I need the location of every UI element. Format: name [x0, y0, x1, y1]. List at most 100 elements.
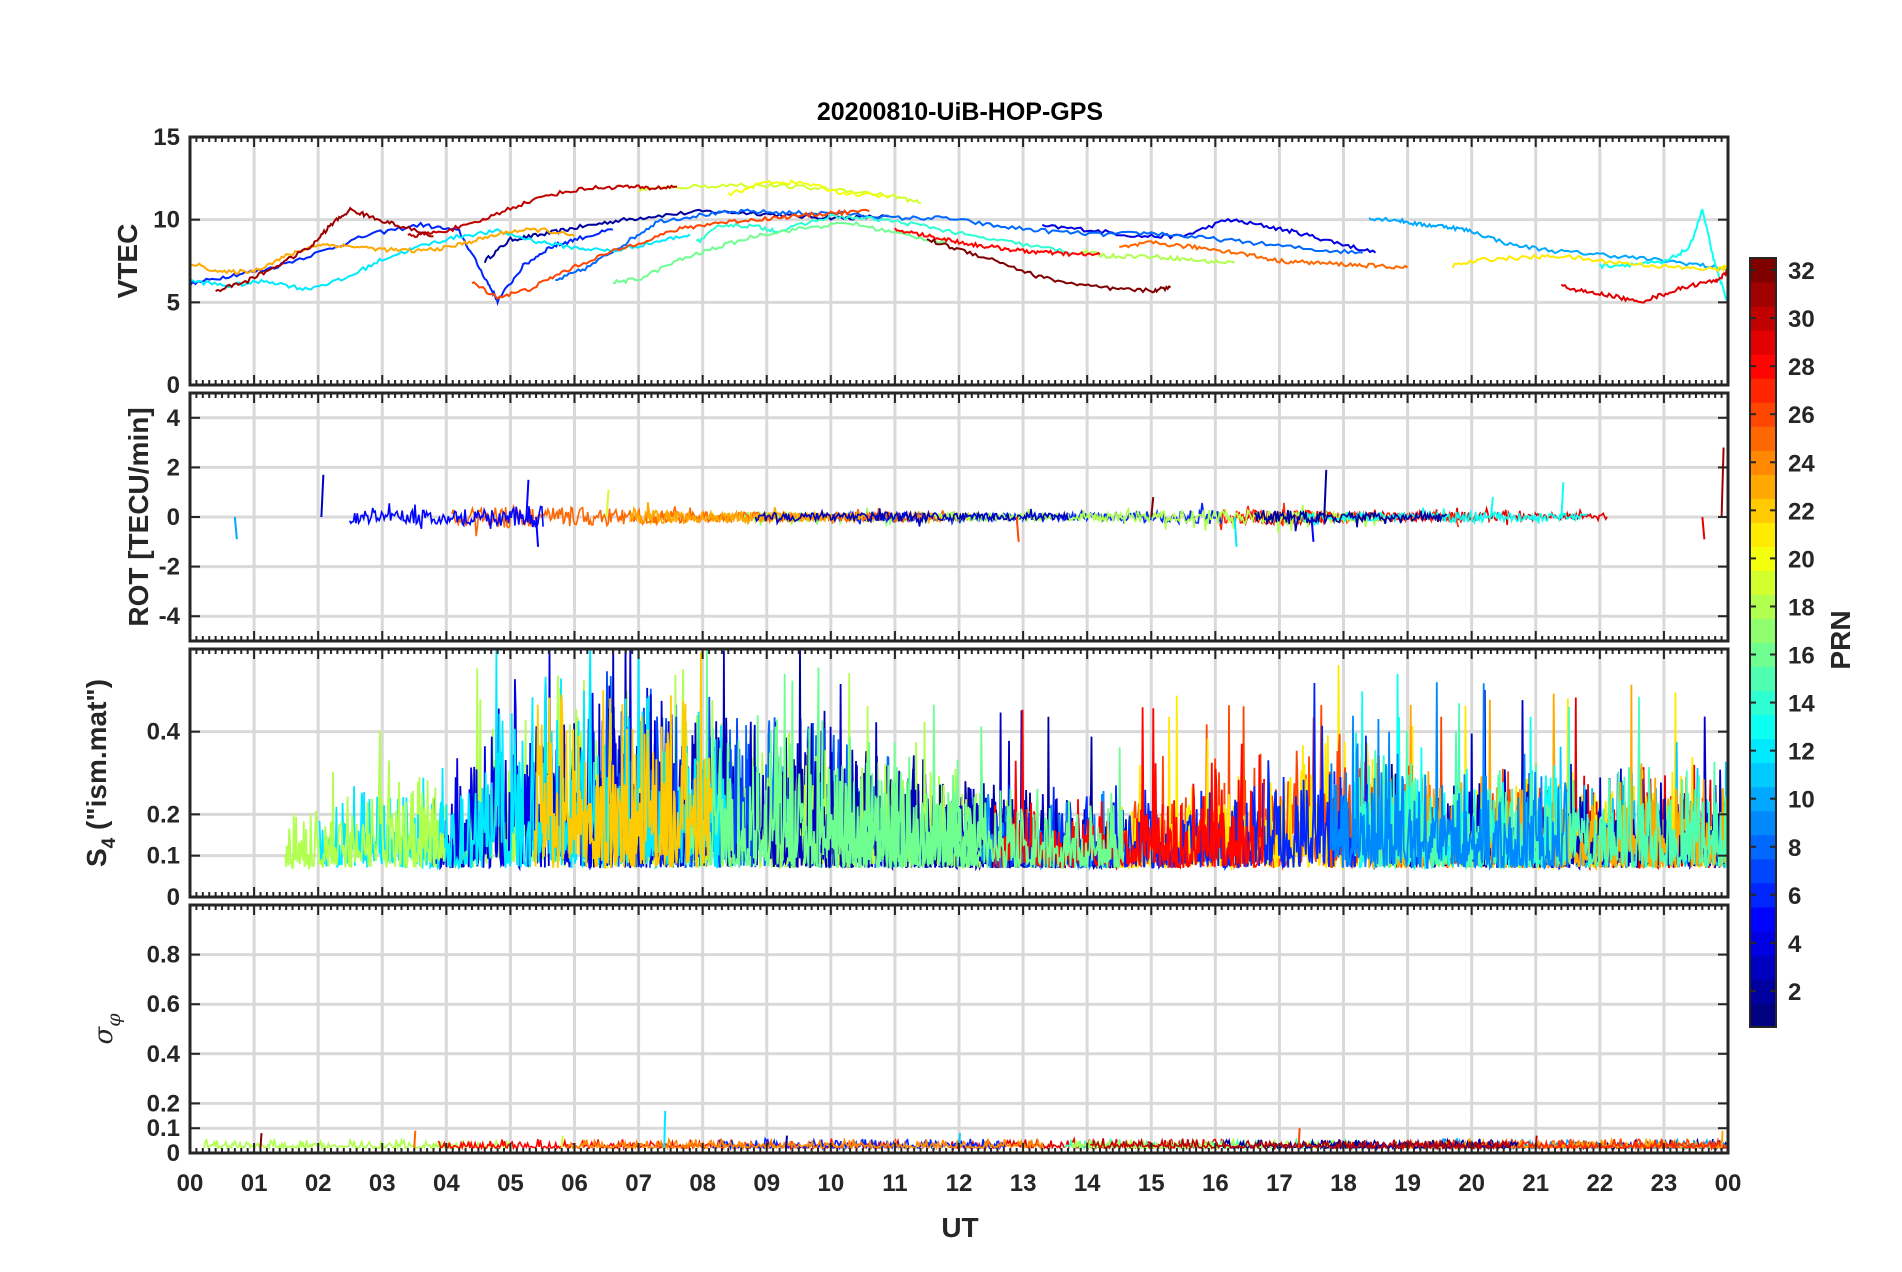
vtec-series-prn-8 [555, 208, 1363, 282]
rot-spike [1489, 497, 1494, 518]
ylabel-s4-rest: ("ism.mat") [81, 679, 112, 838]
colorbar-step [1750, 666, 1776, 692]
x-tick-label: 00 [1715, 1170, 1742, 1197]
ylabel-s4-sub: 4 [99, 837, 120, 848]
series-group [203, 1110, 1728, 1152]
rot-spike [1015, 516, 1020, 542]
x-tick-label: 05 [497, 1170, 524, 1197]
vtec-series-prn-2 [483, 208, 889, 264]
ylabel-s4: S4 ("ism.mat") [81, 679, 120, 867]
y-tick-label: 10 [153, 207, 180, 234]
y-tick-label: 0.6 [147, 991, 180, 1018]
vtec-series-prn-31 [215, 206, 434, 293]
vtec-series-prn-16 [612, 221, 947, 285]
s4-series [980, 790, 1112, 871]
panel-rot: -4 -2 0 2 4 [159, 391, 1730, 643]
rot-series [629, 505, 865, 526]
x-tick-label: 12 [946, 1170, 973, 1197]
vtec-series-prn-28 [894, 227, 1101, 258]
series-group [190, 179, 1728, 307]
x-tick-label: 14 [1074, 1170, 1101, 1197]
vtec-series-prn-10 [1368, 216, 1728, 271]
ylabel-phi-sub: φ [103, 1013, 125, 1027]
ylabel-vtec: VTEC [112, 224, 143, 299]
colorbar-tick-label: 28 [1788, 354, 1815, 381]
rot-spike [605, 489, 610, 518]
y-tick-label: 0.2 [147, 801, 180, 828]
panels-layer: 051015-4-202400.10.20.400.10.20.40.60.80… [147, 124, 1742, 1197]
rot-spike [1323, 469, 1328, 518]
x-tick-label: 19 [1394, 1170, 1421, 1197]
x-tick-label: 22 [1586, 1170, 1613, 1197]
vtec-series-prn-32 [926, 238, 1172, 294]
s4-series [1368, 684, 1728, 872]
vtec-series-prn-23 [190, 227, 576, 275]
sigma-spike [1720, 1130, 1724, 1149]
colorbar-step [1750, 954, 1776, 980]
colorbar-step [1750, 714, 1776, 740]
rot-spike [1560, 482, 1565, 518]
colorbar-step [1750, 810, 1776, 836]
y-tick-label: 0 [167, 884, 180, 911]
colorbar-tick-label: 32 [1788, 258, 1815, 285]
vtec-series-prn-19 [638, 182, 921, 205]
sigma-spike [784, 1135, 788, 1149]
rot-series [1254, 509, 1447, 532]
colorbar-tick-label: 20 [1788, 546, 1815, 573]
y-tick-label: 0 [167, 1140, 180, 1167]
panel-sigma_phi: 00.10.2 0.4 0.6 0.8 [147, 903, 1730, 1167]
y-tick-label: -4 [159, 603, 181, 630]
y-tick-label: 0.4 [147, 719, 181, 746]
s4-series [533, 651, 713, 869]
colorbar-tick-label: 14 [1788, 691, 1815, 718]
x-tick-label: 04 [433, 1170, 460, 1197]
y-tick-label: 0.8 [147, 942, 180, 969]
colorbar-tick-label: 6 [1788, 883, 1801, 910]
y-tick-label: 15 [153, 124, 180, 151]
x-tick-label: 20 [1458, 1170, 1485, 1197]
vtec-series-prn-18 [1080, 248, 1235, 265]
rot-spike [535, 516, 540, 547]
colorbar-tick-label: 12 [1788, 739, 1815, 766]
sigma-spike [1297, 1128, 1301, 1149]
colorbar-step [1750, 426, 1776, 451]
sigma-spike [413, 1130, 417, 1149]
vtec-series-prn-26 [471, 208, 870, 301]
rot-spike [1233, 516, 1238, 547]
x-tick-label: 17 [1266, 1170, 1293, 1197]
colorbar-tick-label: 10 [1788, 787, 1815, 814]
colorbar-tick-label: 26 [1788, 402, 1815, 429]
x-tick-label: 13 [1010, 1170, 1037, 1197]
sigma-series [1089, 1137, 1511, 1152]
rot-series [348, 503, 544, 529]
rot-spike [1720, 447, 1725, 518]
colorbar-step [1750, 1002, 1776, 1028]
colorbar-tick-label: 18 [1788, 594, 1815, 621]
panel-vtec: 0 5 10 15 [153, 124, 1730, 399]
rot-spike [320, 474, 325, 518]
y-tick-label: 4 [167, 405, 181, 432]
y-tick-label: 0.1 [147, 843, 180, 870]
series-group [233, 447, 1725, 547]
y-tick-label: -2 [159, 554, 180, 581]
vtec-series-prn-21 [1451, 253, 1728, 274]
colorbar-step [1750, 618, 1776, 644]
panel-s4: 0 0.1 0.2 0.4 [147, 647, 1730, 911]
colorbar-step [1750, 474, 1776, 499]
x-axis-label: UT [941, 1212, 978, 1243]
vtec-series-prn-14 [695, 213, 1075, 255]
sigma-spike [663, 1110, 667, 1149]
colorbar-step [1750, 330, 1776, 355]
sigma-series [1398, 1137, 1728, 1152]
colorbar-tick-label: 30 [1788, 306, 1815, 333]
s4-series [833, 726, 1125, 871]
vtec-series-prn-13 [1598, 208, 1728, 303]
y-tick-label: 0 [167, 504, 180, 531]
s4-series [1329, 682, 1569, 871]
colorbar-tick-label: 24 [1788, 450, 1815, 477]
ylabel-rot: ROT [TECU/min] [123, 407, 154, 626]
colorbar-step [1750, 522, 1776, 547]
y-tick-label: 5 [167, 289, 180, 316]
colorbar-step [1750, 282, 1776, 307]
